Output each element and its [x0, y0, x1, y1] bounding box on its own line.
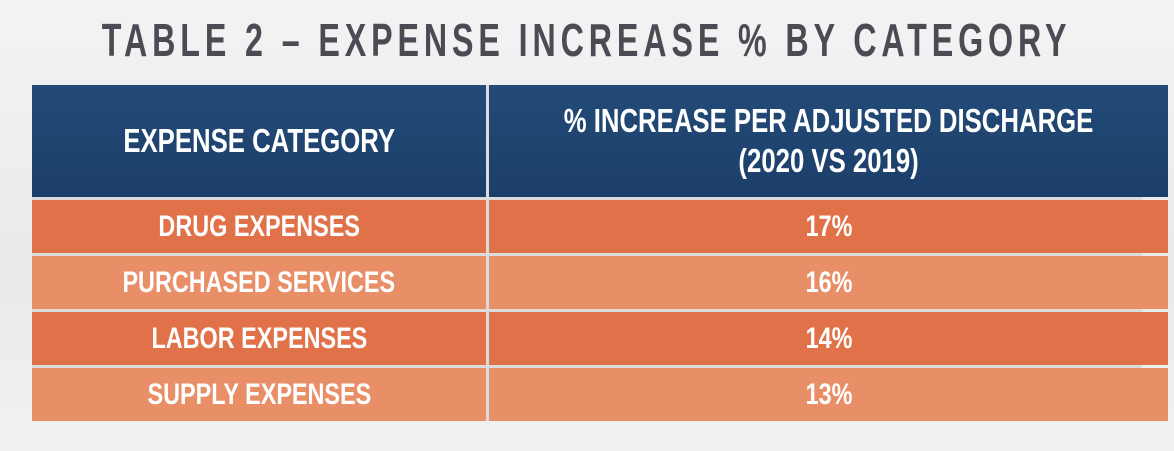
category-cell: PURCHASED SERVICES — [32, 256, 486, 309]
value-cell: 14% — [489, 312, 1169, 365]
category: SUPPLY EXPENSES — [147, 377, 371, 411]
value: 13% — [805, 377, 852, 411]
category: LABOR EXPENSES — [151, 321, 367, 355]
header-cell: % INCREASE PER ADJUSTED DISCHARGE (2020 … — [489, 85, 1169, 197]
title-bar: TABLE 2 – EXPENSE INCREASE % BY CATEGORY — [0, 12, 1174, 68]
header-text: % INCREASE PER ADJUSTED DISCHARGE — [563, 102, 1094, 139]
value: 16% — [805, 265, 852, 299]
category-cell: LABOR EXPENSES — [32, 312, 486, 365]
table: EXPENSE CATEGORY % INCREASE PER ADJUSTED… — [32, 85, 1169, 421]
category: PURCHASED SERVICES — [122, 265, 396, 299]
category-cell: DRUG EXPENSES — [32, 200, 486, 253]
value-cell: 16% — [489, 256, 1169, 309]
title: TABLE 2 – EXPENSE INCREASE % BY CATEGORY — [102, 14, 1072, 66]
category-cell: SUPPLY EXPENSES — [32, 368, 486, 421]
category: DRUG EXPENSES — [158, 209, 360, 243]
value-cell: 13% — [489, 368, 1169, 421]
value-cell: 17% — [489, 200, 1169, 253]
header-text: (2020 VS 2019) — [738, 142, 919, 179]
header-cell: EXPENSE CATEGORY — [32, 85, 486, 197]
header-text: EXPENSE CATEGORY — [123, 122, 395, 159]
value: 17% — [805, 209, 852, 243]
value: 14% — [805, 321, 852, 355]
